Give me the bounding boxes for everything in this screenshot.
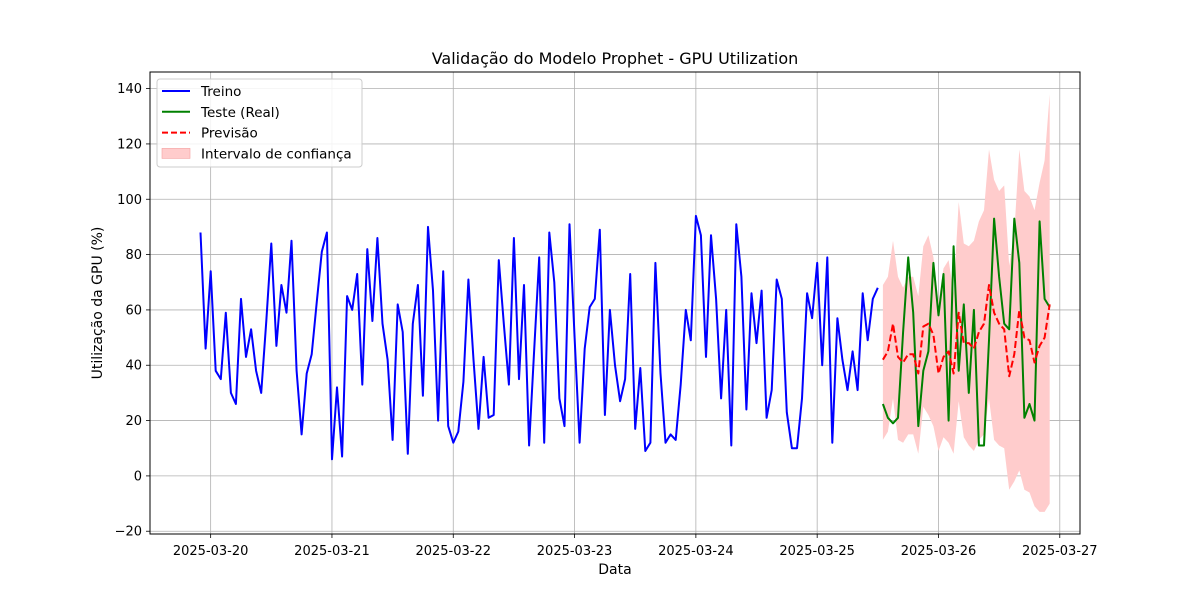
y-tick-label: −20 [115,525,142,540]
legend-label: Teste (Real) [200,105,280,121]
y-tick-label: 40 [125,359,142,374]
legend: Treino Teste (Real) Previsão Intervalo de c… [156,78,363,168]
x-tick-label: 2025-03-27 [1022,544,1098,559]
plot-frame [149,71,1081,535]
y-tick-label: 0 [134,469,142,484]
confidence-band-layer [882,94,1050,512]
x-tick-label: 2025-03-26 [901,544,977,559]
y-tick-label: 140 [117,82,142,97]
x-axis-title: Data [598,562,631,578]
series-line-previsao [882,284,1051,378]
axis-ticks: −20 0 20 40 60 80 100 120 140 2025-03-20 2025-03-2… [115,82,1098,559]
x-tick-label: 2025-03-22 [415,544,491,559]
y-tick-label: 80 [125,248,142,263]
confidence-band [882,94,1050,512]
legend-label: Treino [200,84,241,100]
legend-label: Intervalo de confiança [201,146,352,162]
legend-label: Previsão [201,126,258,142]
legend-box [156,78,363,168]
x-tick-label: 2025-03-21 [294,544,370,559]
series-line-treino [199,214,879,461]
chart-title: Validação do Modelo Prophet - GPU Utiliz… [432,49,799,68]
y-tick-label: 20 [125,414,142,429]
series-layer [199,214,1051,461]
x-tick-label: 2025-03-23 [537,544,613,559]
y-axis-title: Utilização da GPU (%) [90,227,106,380]
x-tick-label: 2025-03-25 [779,544,855,559]
series-line-teste-real [881,217,1051,447]
x-tick-label: 2025-03-24 [658,544,734,559]
y-tick-label: 120 [117,137,142,152]
y-tick-label: 100 [117,193,142,208]
legend-swatch [161,148,191,159]
x-tick-label: 2025-03-20 [173,544,249,559]
y-tick-label: 60 [125,303,142,318]
